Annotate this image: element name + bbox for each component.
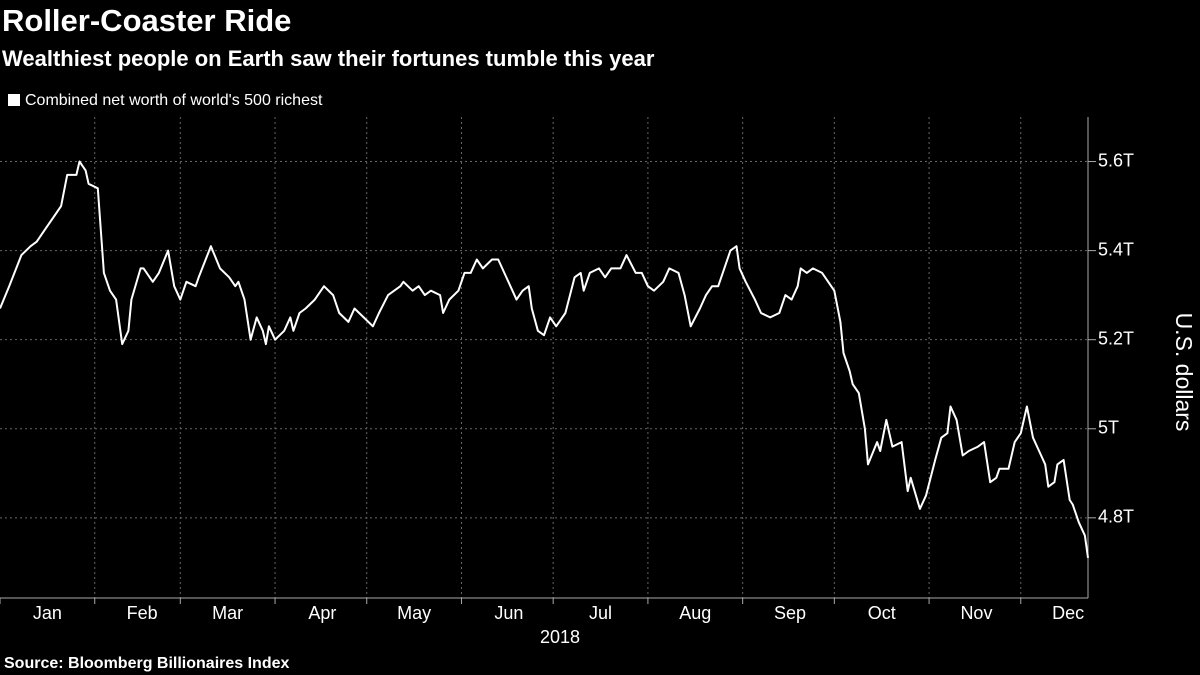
x-tick-label: Dec [1052,603,1084,623]
x-tick-label: Apr [308,603,336,623]
legend-label: Combined net worth of world's 500 riches… [25,92,323,109]
x-tick-label: Jun [494,603,523,623]
y-tick-label: 4.8T [1098,507,1134,527]
chart-title: Roller-Coaster Ride [2,3,291,38]
x-tick-label: Aug [679,603,711,623]
y-tick-label: 5T [1098,418,1119,438]
x-tick-label: Sep [774,603,806,623]
x-tick-label: Jan [33,603,62,623]
x-tick-label: Oct [868,603,896,623]
x-tick-label: Jul [589,603,612,623]
legend-swatch [8,94,20,106]
x-tick-label: Feb [127,603,158,623]
chart-subtitle: Wealthiest people on Earth saw their for… [2,46,655,71]
x-tick-label: Nov [960,603,992,623]
source: Source: Bloomberg Billionaires Index [4,655,289,672]
y-tick-label: 5.2T [1098,328,1134,348]
y-tick-label: 5.4T [1098,239,1134,259]
line [0,160,1089,559]
x-tick-label: May [397,603,431,623]
x-tick-label: Mar [212,603,243,623]
y-tick-label: 5.6T [1098,150,1134,170]
x-axis-label: 2018 [540,627,580,647]
y-axis-label: U.S. dollars [1171,313,1197,432]
